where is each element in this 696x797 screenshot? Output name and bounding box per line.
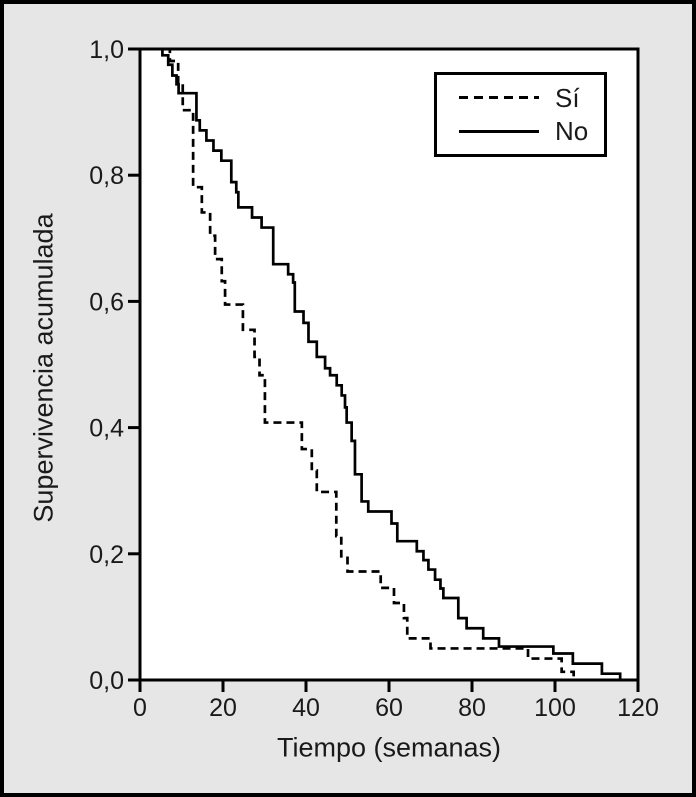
x-tick-label: 120: [617, 694, 659, 722]
x-tick-label: 80: [458, 694, 486, 722]
x-axis-title: Tiempo (semanas): [276, 732, 502, 763]
y-tick-label: 0,0: [89, 667, 124, 695]
y-tick-label: 0,6: [89, 288, 124, 316]
x-tick-label: 40: [292, 694, 320, 722]
km-curve-si: [140, 47, 576, 680]
y-axis-title: Supervivencia acumulada: [28, 213, 59, 523]
y-tick-label: 1,0: [89, 36, 124, 64]
legend-label-si: Sí: [555, 82, 580, 113]
x-tick-label: 0: [133, 694, 147, 722]
y-tick-label: 0,8: [89, 162, 124, 190]
legend-item-no: No: [459, 116, 604, 146]
legend-item-si: Sí: [459, 83, 604, 113]
solid-line-sample: [459, 129, 539, 133]
plot-frame: [138, 47, 640, 682]
x-tick-label: 60: [375, 694, 403, 722]
legend-label-no: No: [555, 116, 589, 147]
legend: Sí No: [434, 72, 607, 157]
y-tick-label: 0,4: [89, 415, 124, 443]
km-curve-no: [140, 47, 622, 680]
x-tick-label: 100: [534, 694, 576, 722]
dashed-line-sample: [459, 96, 539, 100]
y-tick-label: 0,2: [89, 541, 124, 569]
x-tick-label: 20: [209, 694, 237, 722]
